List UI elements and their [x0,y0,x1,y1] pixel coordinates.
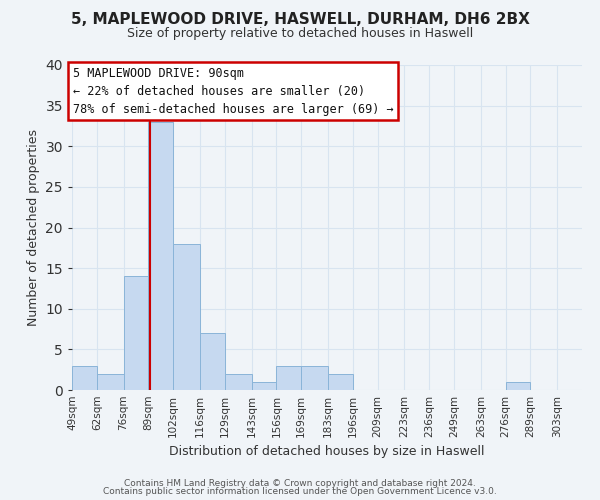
Text: 5, MAPLEWOOD DRIVE, HASWELL, DURHAM, DH6 2BX: 5, MAPLEWOOD DRIVE, HASWELL, DURHAM, DH6… [71,12,529,28]
Bar [97,374,124,390]
X-axis label: Distribution of detached houses by size in Haswell: Distribution of detached houses by size … [169,446,485,458]
Text: Contains HM Land Registry data © Crown copyright and database right 2024.: Contains HM Land Registry data © Crown c… [124,478,476,488]
Bar [200,333,225,390]
Text: Contains public sector information licensed under the Open Government Licence v3: Contains public sector information licen… [103,487,497,496]
Bar [506,382,530,390]
Bar [277,366,301,390]
Y-axis label: Number of detached properties: Number of detached properties [27,129,40,326]
Text: Size of property relative to detached houses in Haswell: Size of property relative to detached ho… [127,28,473,40]
Text: 5 MAPLEWOOD DRIVE: 90sqm
← 22% of detached houses are smaller (20)
78% of semi-d: 5 MAPLEWOOD DRIVE: 90sqm ← 22% of detach… [73,66,394,116]
Bar [251,382,277,390]
Bar [148,122,173,390]
Bar [301,366,328,390]
Bar [225,374,251,390]
Bar [173,244,200,390]
Bar [124,276,148,390]
Bar [328,374,353,390]
Bar [72,366,97,390]
